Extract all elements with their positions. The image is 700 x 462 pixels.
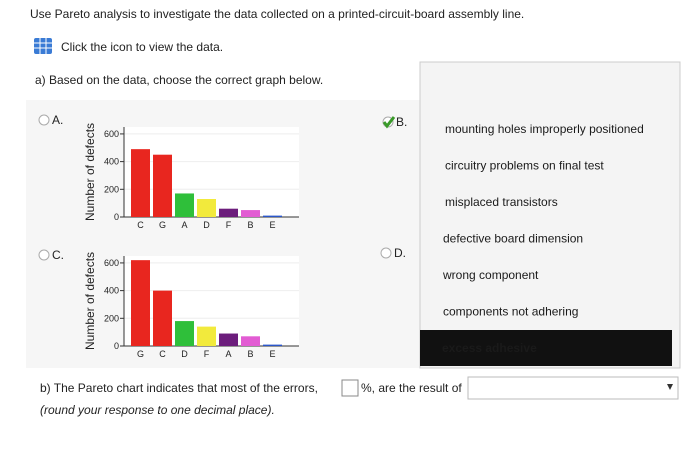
x-tick-label: G	[159, 220, 166, 230]
dropdown-option[interactable]: wrong component	[442, 268, 539, 282]
x-tick-label: F	[204, 349, 210, 359]
data-link[interactable]: Click the icon to view the data.	[61, 40, 223, 54]
x-tick-label: B	[247, 220, 253, 230]
bar	[153, 154, 172, 217]
y-axis-label: Number of defects	[83, 252, 97, 350]
y-axis-label: Number of defects	[83, 123, 97, 221]
dropdown-arrow	[667, 384, 673, 390]
y-tick-label: 600	[104, 129, 119, 139]
dropdown-option[interactable]: circuitry problems on final test	[445, 159, 604, 173]
x-tick-label: E	[269, 220, 275, 230]
option-label: A.	[52, 113, 63, 127]
x-tick-label: E	[269, 349, 275, 359]
bar	[241, 210, 260, 217]
y-tick-label: 600	[104, 258, 119, 268]
option-label: D.	[394, 246, 406, 260]
option-label: C.	[52, 248, 64, 262]
x-tick-label: D	[181, 349, 188, 359]
y-tick-label: 0	[114, 212, 119, 222]
dropdown-option[interactable]: excess adhesive	[442, 341, 537, 355]
bar	[263, 215, 282, 217]
answer-box[interactable]	[341, 379, 359, 397]
option-label: B.	[396, 115, 407, 129]
y-tick-label: 200	[104, 313, 119, 323]
bar	[263, 344, 282, 346]
x-tick-label: A	[225, 349, 231, 359]
radio[interactable]	[38, 114, 50, 126]
bar	[153, 290, 172, 346]
x-tick-label: B	[247, 349, 253, 359]
bar	[197, 326, 216, 346]
check-mark	[382, 116, 396, 129]
dropdown-option[interactable]: components not adhering	[443, 305, 578, 319]
bar	[219, 333, 238, 346]
dropdown-option[interactable]: defective board dimension	[443, 232, 583, 246]
bar	[175, 193, 194, 217]
part-b: b) The Pareto chart indicates that most …	[40, 381, 318, 395]
x-tick-label: A	[181, 220, 187, 230]
y-tick-label: 400	[104, 286, 119, 296]
x-tick-label: F	[226, 220, 232, 230]
dropdown-highlight	[420, 330, 672, 366]
bar	[219, 208, 238, 217]
bar	[197, 199, 216, 217]
y-tick-label: 400	[104, 157, 119, 167]
x-tick-label: C	[137, 220, 144, 230]
data-icon[interactable]	[34, 38, 52, 54]
bar	[175, 321, 194, 346]
bar	[241, 336, 260, 346]
question: Use Pareto analysis to investigate the d…	[30, 7, 524, 21]
part-b-note: (round your response to one decimal plac…	[40, 403, 275, 417]
x-tick-label: D	[203, 220, 210, 230]
y-tick-label: 200	[104, 184, 119, 194]
bar	[131, 260, 150, 346]
x-tick-label: G	[137, 349, 144, 359]
part-a: a) Based on the data, choose the correct…	[35, 73, 323, 87]
dropdown-panel	[419, 61, 681, 369]
answer-dropdown[interactable]	[467, 376, 679, 400]
radio[interactable]	[38, 249, 50, 261]
dropdown-option[interactable]: misplaced transistors	[445, 195, 558, 209]
dropdown-option[interactable]: mounting holes improperly positioned	[445, 122, 644, 136]
y-tick-label: 0	[114, 341, 119, 351]
x-tick-label: C	[159, 349, 166, 359]
part-b-after: %, are the result of	[361, 381, 462, 395]
bar	[131, 149, 150, 217]
radio[interactable]	[380, 247, 392, 259]
